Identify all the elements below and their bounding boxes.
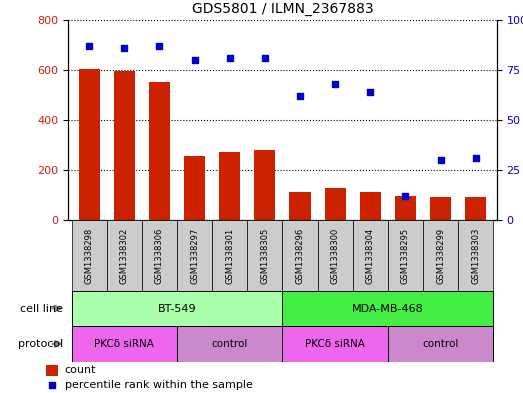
Text: GSM1338297: GSM1338297 <box>190 227 199 284</box>
Bar <box>212 220 247 291</box>
Text: GSM1338302: GSM1338302 <box>120 227 129 284</box>
Bar <box>360 192 381 220</box>
Bar <box>317 220 353 291</box>
Text: control: control <box>211 339 248 349</box>
Point <box>436 157 445 163</box>
Bar <box>282 220 317 291</box>
Bar <box>423 220 458 291</box>
Bar <box>142 220 177 291</box>
Bar <box>78 68 99 220</box>
Bar <box>395 196 416 220</box>
Bar <box>107 220 142 291</box>
Text: GSM1338298: GSM1338298 <box>85 227 94 284</box>
Bar <box>177 326 282 362</box>
Text: GSM1338303: GSM1338303 <box>471 227 480 284</box>
Text: GSM1338295: GSM1338295 <box>401 228 410 283</box>
Bar <box>72 220 107 291</box>
Point <box>48 382 56 388</box>
Bar <box>388 326 493 362</box>
Bar <box>184 156 205 220</box>
Text: BT-549: BT-549 <box>157 303 196 314</box>
Bar <box>325 188 346 220</box>
Text: GSM1338305: GSM1338305 <box>260 227 269 284</box>
Bar <box>113 71 135 220</box>
Bar <box>72 326 177 362</box>
Text: count: count <box>65 365 96 375</box>
Point <box>331 81 339 87</box>
Bar <box>177 220 212 291</box>
Point <box>85 42 93 49</box>
Text: GSM1338301: GSM1338301 <box>225 227 234 284</box>
Title: GDS5801 / ILMN_2367883: GDS5801 / ILMN_2367883 <box>191 2 373 16</box>
Point <box>366 89 374 95</box>
Text: cell line: cell line <box>20 303 63 314</box>
Text: GSM1338304: GSM1338304 <box>366 227 375 284</box>
Point <box>472 155 480 161</box>
Bar <box>47 365 58 376</box>
Text: GSM1338299: GSM1338299 <box>436 228 445 283</box>
Bar <box>353 220 388 291</box>
Bar <box>430 197 451 220</box>
Bar <box>219 152 240 220</box>
Text: MDA-MB-468: MDA-MB-468 <box>352 303 424 314</box>
Bar <box>465 197 486 220</box>
Point <box>296 93 304 99</box>
Point <box>260 55 269 61</box>
Bar <box>254 151 276 220</box>
Text: percentile rank within the sample: percentile rank within the sample <box>65 380 253 390</box>
Text: protocol: protocol <box>17 339 63 349</box>
Text: PKCδ siRNA: PKCδ siRNA <box>94 339 154 349</box>
Bar <box>149 81 170 220</box>
Text: GSM1338300: GSM1338300 <box>331 227 339 284</box>
Text: GSM1338296: GSM1338296 <box>295 227 304 284</box>
Text: PKCδ siRNA: PKCδ siRNA <box>305 339 365 349</box>
Bar <box>289 192 311 220</box>
Bar <box>458 220 493 291</box>
Point <box>190 57 199 63</box>
Bar <box>72 291 282 326</box>
Text: GSM1338306: GSM1338306 <box>155 227 164 284</box>
Point <box>401 193 410 199</box>
Point <box>120 44 129 51</box>
Point <box>155 42 164 49</box>
Bar <box>388 220 423 291</box>
Point <box>225 55 234 61</box>
Bar <box>282 326 388 362</box>
Bar <box>282 291 493 326</box>
Text: control: control <box>423 339 459 349</box>
Bar <box>247 220 282 291</box>
